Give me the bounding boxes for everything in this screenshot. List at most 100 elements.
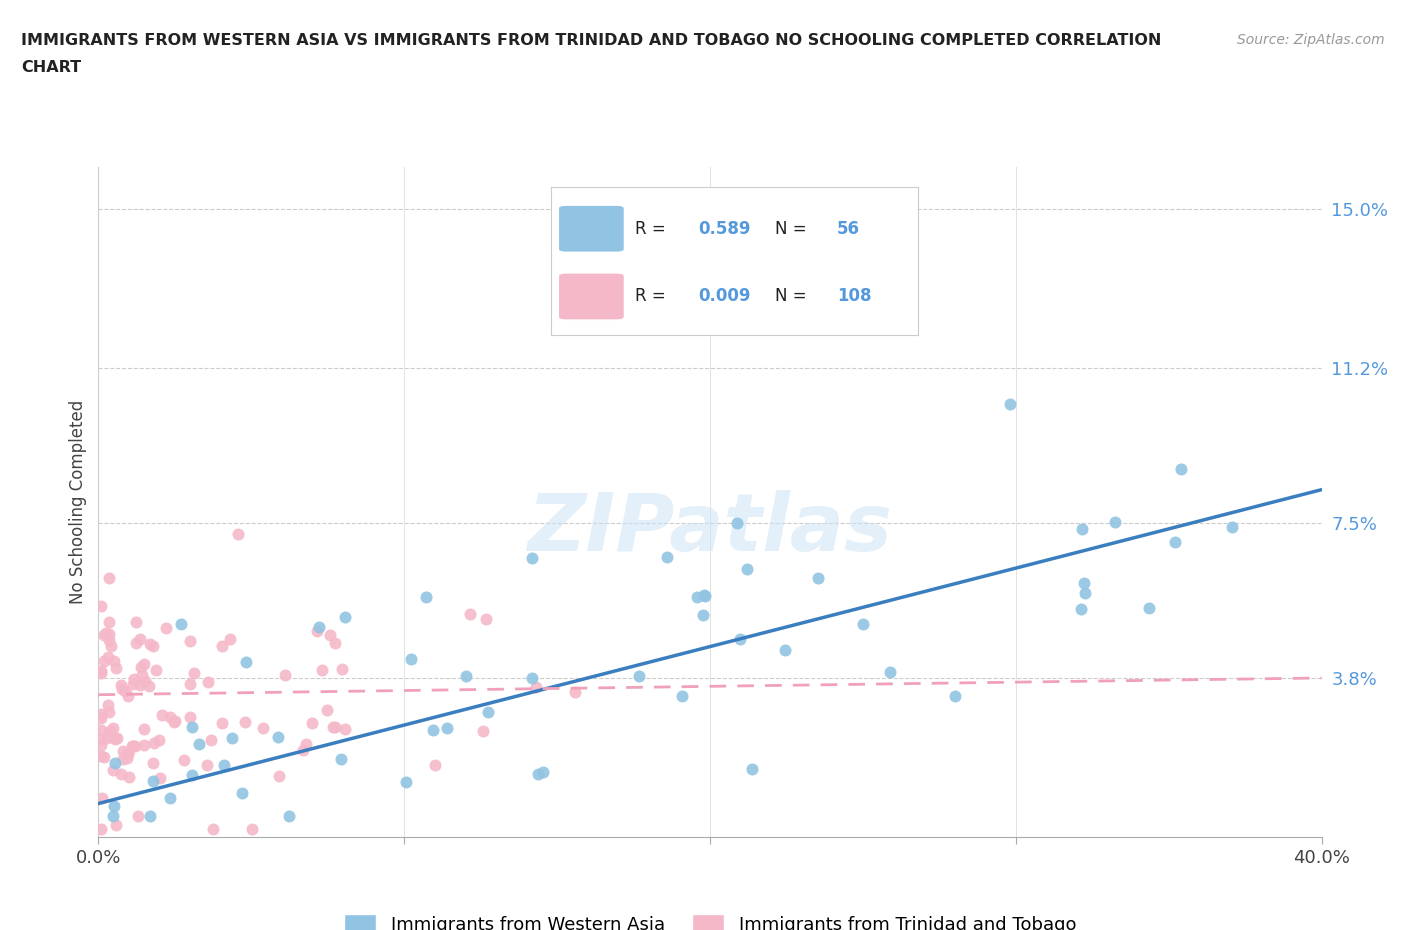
Point [117,746,139,761]
Point [169,617,191,631]
Point [233,714,256,729]
Point [422,723,444,737]
Point [436,721,458,736]
Point [323,636,346,651]
Point [692,607,714,622]
Point [477,705,499,720]
Point [226,526,249,541]
Point [242,821,264,836]
Point [187,737,209,751]
Point [96,731,118,746]
Point [219,632,242,647]
Point [111,751,134,766]
Point [231,786,253,801]
Y-axis label: No Schooling Completed: No Schooling Completed [69,400,87,604]
Text: CHART: CHART [21,60,82,75]
Point [90,666,112,681]
Point [98,627,121,642]
Point [335,609,357,624]
Point [735,561,758,576]
Point [90,707,112,722]
Point [103,799,125,814]
Point [1104,514,1126,529]
Point [180,767,202,782]
Point [221,730,243,745]
Point [112,744,135,759]
Point [96,626,118,641]
Point [93,628,115,643]
Point [179,634,201,649]
Point [90,821,112,836]
Point [131,668,153,683]
Point [305,623,328,638]
Point [124,738,146,753]
Point [101,721,124,736]
Point [200,733,222,748]
Point [527,767,550,782]
Point [122,738,145,753]
Point [773,643,796,658]
Point [291,742,314,757]
Point [139,636,162,651]
Point [138,679,160,694]
Point [180,720,202,735]
Point [520,671,543,685]
Point [142,755,165,770]
Point [117,745,139,760]
Point [267,730,290,745]
Point [728,631,751,646]
Point [319,628,342,643]
Point [179,710,201,724]
Point [97,614,120,629]
Point [90,737,112,752]
Point [127,809,149,824]
Point [159,790,181,805]
Point [1070,602,1092,617]
Point [114,684,136,698]
Point [267,768,290,783]
Point [415,590,437,604]
Point [142,774,165,789]
Point [104,755,127,770]
Point [1070,521,1092,536]
Point [311,662,333,677]
Point [129,659,152,674]
Point [129,631,152,646]
Point [134,673,156,688]
Point [142,638,165,653]
Point [564,684,586,699]
Point [97,632,120,647]
Point [110,766,132,781]
Point [90,711,112,725]
Point [1170,462,1192,477]
Point [150,708,173,723]
Point [134,657,156,671]
Point [741,761,763,776]
Point [125,636,148,651]
Point [474,612,496,627]
Point [97,649,120,664]
Point [211,715,233,730]
Point [1073,576,1095,591]
Point [195,757,218,772]
Point [155,620,177,635]
Point [998,397,1021,412]
Point [531,764,554,779]
Point [104,817,127,832]
Point [173,752,195,767]
Text: ZIPatlas: ZIPatlas [527,490,893,568]
Point [107,730,129,745]
Point [693,588,716,603]
Point [104,660,127,675]
Point [627,668,650,683]
Point [98,570,121,585]
Point [139,809,162,824]
Point [97,698,120,712]
Point [118,770,141,785]
Point [145,663,167,678]
Point [90,723,112,737]
Point [91,790,114,805]
Point [308,619,330,634]
Point [121,738,143,753]
Point [852,617,875,631]
